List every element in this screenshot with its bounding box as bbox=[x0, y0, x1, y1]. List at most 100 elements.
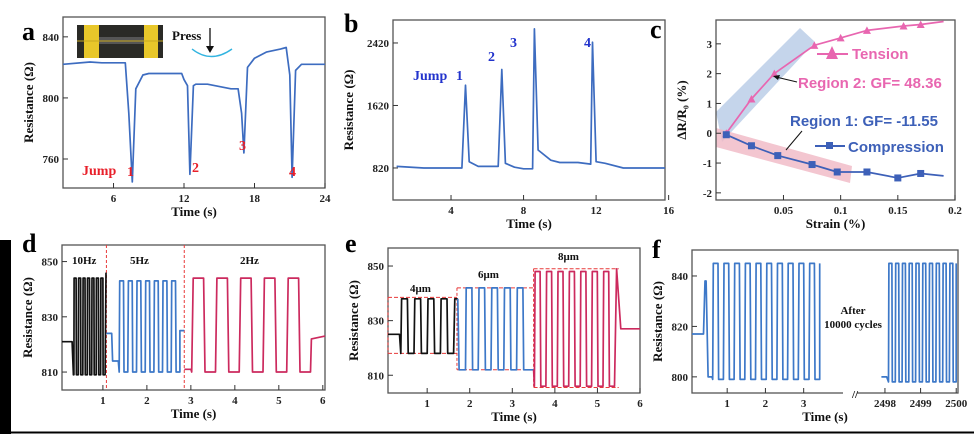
left-edge-bar bbox=[0, 240, 11, 434]
region-1-band bbox=[716, 128, 852, 183]
x-tick-label: 4 bbox=[448, 205, 454, 217]
y-tick-label: -2 bbox=[703, 188, 713, 200]
panel-label-d: d bbox=[22, 229, 37, 258]
x-tick-label: 5 bbox=[276, 395, 282, 407]
data-point-triangle bbox=[836, 33, 845, 42]
y-tick-label: 3 bbox=[707, 39, 713, 51]
data-point-triangle bbox=[899, 21, 908, 30]
x-tick-label: 3 bbox=[801, 398, 807, 410]
y-tick-label: 2 bbox=[707, 69, 713, 81]
data-point-square bbox=[863, 168, 871, 176]
series-line bbox=[62, 272, 107, 376]
annotation-after: After bbox=[840, 305, 865, 317]
x-tick-label: 16 bbox=[663, 205, 675, 217]
series-line bbox=[692, 262, 821, 381]
y-axis-label: ΔR/R₀ (%) bbox=[674, 80, 689, 139]
annotation-n1: 1 bbox=[456, 69, 463, 84]
annotation-f10: 10Hz bbox=[72, 255, 97, 267]
x-tick-label: 2499 bbox=[910, 398, 933, 410]
series-line bbox=[881, 262, 958, 383]
x-axis-label: Time (s) bbox=[802, 409, 848, 424]
region-2-arrow-icon bbox=[773, 75, 798, 83]
annotation-f2: 2Hz bbox=[240, 255, 259, 267]
annotation-cycles: 10000 cycles bbox=[824, 319, 882, 331]
plot-frame bbox=[61, 244, 326, 391]
data-point-square bbox=[747, 142, 755, 150]
x-axis-label: Time (s) bbox=[506, 216, 552, 231]
x-tick-label: 0.2 bbox=[948, 205, 962, 217]
x-tick-label: 0.15 bbox=[888, 205, 908, 217]
data-point-square bbox=[894, 174, 902, 182]
region-1-arrow-icon bbox=[785, 130, 803, 151]
annotation-n3: 3 bbox=[239, 139, 246, 154]
series-line bbox=[396, 28, 665, 170]
x-tick-label: 6 bbox=[320, 395, 326, 407]
panel-c: 0.05 0.1 0.15 0.2 -2 -1 0 1 2 3 Strain (%) ΔR/R₀ (%… bbox=[650, 15, 962, 231]
x-tick-label: 12 bbox=[591, 205, 603, 217]
y-tick-label: 1 bbox=[707, 98, 713, 110]
y-tick-label: 800 bbox=[43, 93, 60, 105]
y-axis-label: Resistance (Ω) bbox=[21, 62, 36, 143]
legend-label-compression: Compression bbox=[848, 139, 944, 156]
x-tick-label: 3 bbox=[188, 395, 194, 407]
x-tick-label: 12 bbox=[179, 193, 191, 205]
data-point-triangle bbox=[810, 41, 819, 49]
data-point-square bbox=[833, 168, 841, 176]
series-line bbox=[62, 46, 325, 183]
data-point-square bbox=[774, 152, 782, 160]
series-line bbox=[532, 267, 640, 388]
annotation-jump: Jump bbox=[413, 69, 447, 84]
x-tick-label: 1 bbox=[100, 395, 106, 407]
data-point-triangle bbox=[770, 69, 779, 78]
annotation-n4: 4 bbox=[289, 165, 296, 180]
x-tick-label: 1 bbox=[724, 398, 730, 410]
plot-frame bbox=[691, 249, 959, 394]
data-point-square bbox=[917, 169, 925, 177]
annotation-region2: Region 2: GF= 48.36 bbox=[798, 75, 942, 92]
x-tick-label: 2498 bbox=[874, 398, 897, 410]
axis-break-gap bbox=[843, 390, 857, 396]
y-tick-label: 810 bbox=[42, 367, 59, 379]
panel-label-c: c bbox=[650, 15, 662, 44]
panel-label-b: b bbox=[344, 9, 358, 38]
x-tick-label: 1 bbox=[424, 398, 430, 410]
y-tick-label: 2420 bbox=[367, 38, 390, 50]
annotation-f5: 5Hz bbox=[130, 255, 149, 267]
y-tick-label: -1 bbox=[703, 158, 712, 170]
y-tick-label: 850 bbox=[368, 261, 385, 273]
y-tick-label: 830 bbox=[42, 312, 59, 324]
y-tick-label: 810 bbox=[368, 370, 385, 382]
y-tick-label: 840 bbox=[672, 271, 689, 283]
y-tick-label: 0 bbox=[707, 128, 713, 140]
y-tick-label: 850 bbox=[42, 257, 59, 269]
inset-photo bbox=[77, 25, 163, 58]
x-tick-label: 4 bbox=[232, 395, 238, 407]
series-line bbox=[388, 297, 458, 355]
legend-label-tension: Tension bbox=[852, 46, 908, 63]
x-axis-label: Strain (%) bbox=[806, 216, 866, 231]
x-tick-label: 4 bbox=[552, 398, 558, 410]
plot-frame bbox=[62, 16, 326, 189]
plot-frame bbox=[392, 19, 666, 201]
x-axis-label: Time (s) bbox=[171, 406, 217, 421]
data-point-triangle bbox=[916, 20, 925, 28]
legend-tension-marker bbox=[817, 46, 848, 59]
series-line bbox=[456, 287, 534, 371]
annotation-n2: 2 bbox=[488, 50, 495, 65]
annotation-n2: 2 bbox=[192, 161, 199, 176]
y-tick-label: 760 bbox=[43, 154, 60, 166]
annotation-break: // bbox=[851, 389, 859, 401]
y-axis-label: Resistance (Ω) bbox=[346, 280, 361, 361]
panel-label-e: e bbox=[345, 229, 357, 258]
x-tick-label: 5 bbox=[595, 398, 601, 410]
panel-label-a: a bbox=[22, 17, 35, 46]
x-axis-label: Time (s) bbox=[171, 204, 217, 219]
y-tick-label: 800 bbox=[672, 372, 689, 384]
press-arrow-icon bbox=[191, 28, 233, 58]
x-tick-label: 6 bbox=[637, 398, 643, 410]
plot-frame bbox=[387, 247, 641, 394]
x-tick-label: 2 bbox=[763, 398, 769, 410]
